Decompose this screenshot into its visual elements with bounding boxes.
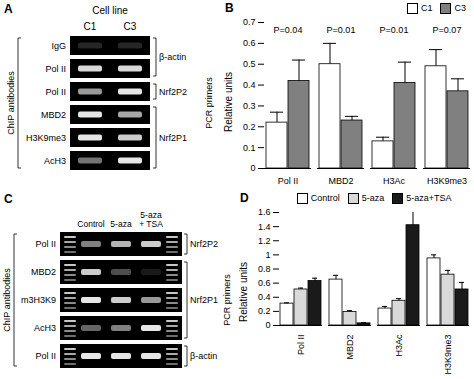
svg-text:MBD2: MBD2 xyxy=(345,335,355,360)
svg-text:+ TSA: + TSA xyxy=(139,219,163,229)
svg-text:β-actin: β-actin xyxy=(190,351,217,361)
html-text:Relative units: Relative units xyxy=(222,72,234,132)
svg-text:1.2: 1.2 xyxy=(258,236,271,246)
svg-text:H3Ac: H3Ac xyxy=(394,334,404,357)
html-text:C1: C1 xyxy=(421,3,433,13)
svg-text:0: 0 xyxy=(250,163,255,173)
svg-text:AcH3: AcH3 xyxy=(44,156,66,166)
svg-text:0.6: 0.6 xyxy=(258,278,271,288)
svg-text:H3K9me3: H3K9me3 xyxy=(443,335,453,375)
svg-text:1.4: 1.4 xyxy=(258,222,271,232)
svg-text:Pol II: Pol II xyxy=(35,239,56,249)
svg-text:0.6: 0.6 xyxy=(243,38,256,48)
svg-text:Pol II: Pol II xyxy=(296,335,306,356)
svg-text:PCR primers: PCR primers xyxy=(204,77,214,129)
svg-text:MBD2: MBD2 xyxy=(328,176,353,186)
svg-text:P=0.01: P=0.01 xyxy=(380,25,409,35)
svg-text:0.8: 0.8 xyxy=(258,264,271,274)
svg-text:Nrf2P1: Nrf2P1 xyxy=(159,133,187,143)
svg-text:ChIP antibodies: ChIP antibodies xyxy=(6,71,16,135)
svg-text:1: 1 xyxy=(265,250,270,260)
svg-text:Pol II: Pol II xyxy=(35,351,56,361)
html-text:B: B xyxy=(225,1,234,15)
svg-text:Nrf2P2: Nrf2P2 xyxy=(159,87,187,97)
svg-text:β-actin: β-actin xyxy=(159,52,186,62)
svg-text:MBD2: MBD2 xyxy=(41,110,66,120)
svg-text:0.2: 0.2 xyxy=(258,306,271,316)
svg-text:Nrf2P1: Nrf2P1 xyxy=(190,295,218,305)
html-text:5-aza: 5-aza xyxy=(361,193,385,203)
html-text:5-aza+TSA: 5-aza+TSA xyxy=(406,193,452,203)
svg-text:H3K9me3: H3K9me3 xyxy=(26,133,66,143)
svg-text:C: C xyxy=(4,192,13,206)
svg-text:0.5: 0.5 xyxy=(243,59,256,69)
svg-text:0.3: 0.3 xyxy=(243,101,256,111)
svg-text:H3K9me3: H3K9me3 xyxy=(427,176,467,186)
svg-text:Nrf2P2: Nrf2P2 xyxy=(190,239,218,249)
svg-text:Cell line: Cell line xyxy=(92,5,128,16)
svg-text:H3Ac: H3Ac xyxy=(383,176,406,186)
svg-text:m3H3K9: m3H3K9 xyxy=(21,295,56,305)
svg-text:PCR primers: PCR primers xyxy=(222,274,232,326)
svg-text:C1: C1 xyxy=(84,21,97,32)
svg-text:0: 0 xyxy=(265,320,270,330)
html-text:Control: Control xyxy=(310,193,340,203)
html-text:C3: C3 xyxy=(454,3,466,13)
svg-text:0.4: 0.4 xyxy=(243,80,256,90)
svg-text:AcH3: AcH3 xyxy=(34,323,56,333)
svg-text:P=0.04: P=0.04 xyxy=(274,25,303,35)
svg-text:Pol II: Pol II xyxy=(278,176,299,186)
svg-text:0.4: 0.4 xyxy=(258,292,271,302)
svg-text:ChIP antibodies: ChIP antibodies xyxy=(2,268,12,332)
svg-text:0.1: 0.1 xyxy=(243,143,256,153)
svg-text:0.7: 0.7 xyxy=(243,17,256,27)
svg-text:Pol II: Pol II xyxy=(45,87,66,97)
svg-text:5-aza: 5-aza xyxy=(110,219,132,229)
svg-text:IgG: IgG xyxy=(51,41,66,51)
svg-text:MBD2: MBD2 xyxy=(31,267,56,277)
svg-text:5-aza: 5-aza xyxy=(140,210,162,220)
html-text:Relative units: Relative units xyxy=(237,261,249,322)
svg-text:P=0.01: P=0.01 xyxy=(327,25,356,35)
html-text:D: D xyxy=(240,191,249,205)
svg-text:Control: Control xyxy=(77,219,105,229)
svg-text:Pol II: Pol II xyxy=(45,64,66,74)
svg-text:0.2: 0.2 xyxy=(243,122,256,132)
svg-text:1.6: 1.6 xyxy=(258,207,271,217)
svg-text:A: A xyxy=(4,2,13,16)
svg-text:P=0.07: P=0.07 xyxy=(433,25,462,35)
svg-text:C3: C3 xyxy=(124,21,137,32)
